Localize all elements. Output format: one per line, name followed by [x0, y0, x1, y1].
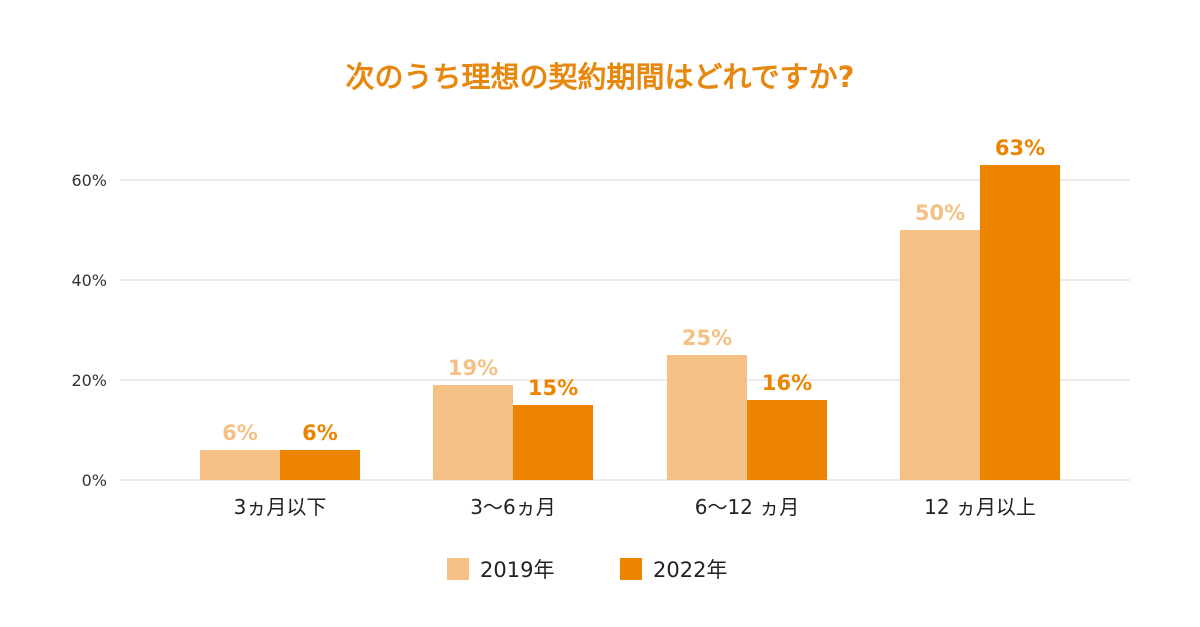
x-axis-categories: 3ヵ月以下 3〜6ヵ月 6〜12 ヵ月 12 ヵ月以上 [234, 495, 1036, 519]
data-label: 6% [222, 421, 258, 445]
bar-2022 [513, 405, 593, 480]
category-label: 12 ヵ月以上 [924, 495, 1036, 519]
bar-2019 [667, 355, 747, 480]
data-label: 19% [448, 356, 498, 380]
y-axis-ticks: 0% 20% 40% 60% [71, 171, 107, 490]
y-tick-label: 20% [71, 371, 107, 390]
legend-swatch [447, 558, 469, 580]
bar-2019 [900, 230, 980, 480]
category-label: 6〜12 ヵ月 [695, 495, 800, 519]
data-label: 50% [915, 201, 965, 225]
y-tick-label: 60% [71, 171, 107, 190]
bar-2022 [747, 400, 827, 480]
data-label: 6% [302, 421, 338, 445]
data-label: 63% [995, 136, 1045, 160]
legend-label: 2019年 [480, 558, 554, 582]
legend: 2019年 2022年 [447, 558, 727, 582]
legend-label: 2022年 [653, 558, 727, 582]
data-label: 25% [682, 326, 732, 350]
chart-title: 次のうち理想の契約期間はどれですか? [346, 60, 855, 94]
data-labels: 6% 6% 19% 15% 25% 16% 50% 63% [222, 136, 1045, 445]
y-tick-label: 0% [82, 471, 107, 490]
bar-2019 [200, 450, 280, 480]
category-label: 3〜6ヵ月 [470, 495, 555, 519]
data-label: 16% [762, 371, 812, 395]
y-tick-label: 40% [71, 271, 107, 290]
data-label: 15% [528, 376, 578, 400]
bar-2019 [433, 385, 513, 480]
category-label: 3ヵ月以下 [234, 495, 327, 519]
bar-2022 [980, 165, 1060, 480]
bars [200, 165, 1060, 480]
legend-swatch [620, 558, 642, 580]
bar-2022 [280, 450, 360, 480]
